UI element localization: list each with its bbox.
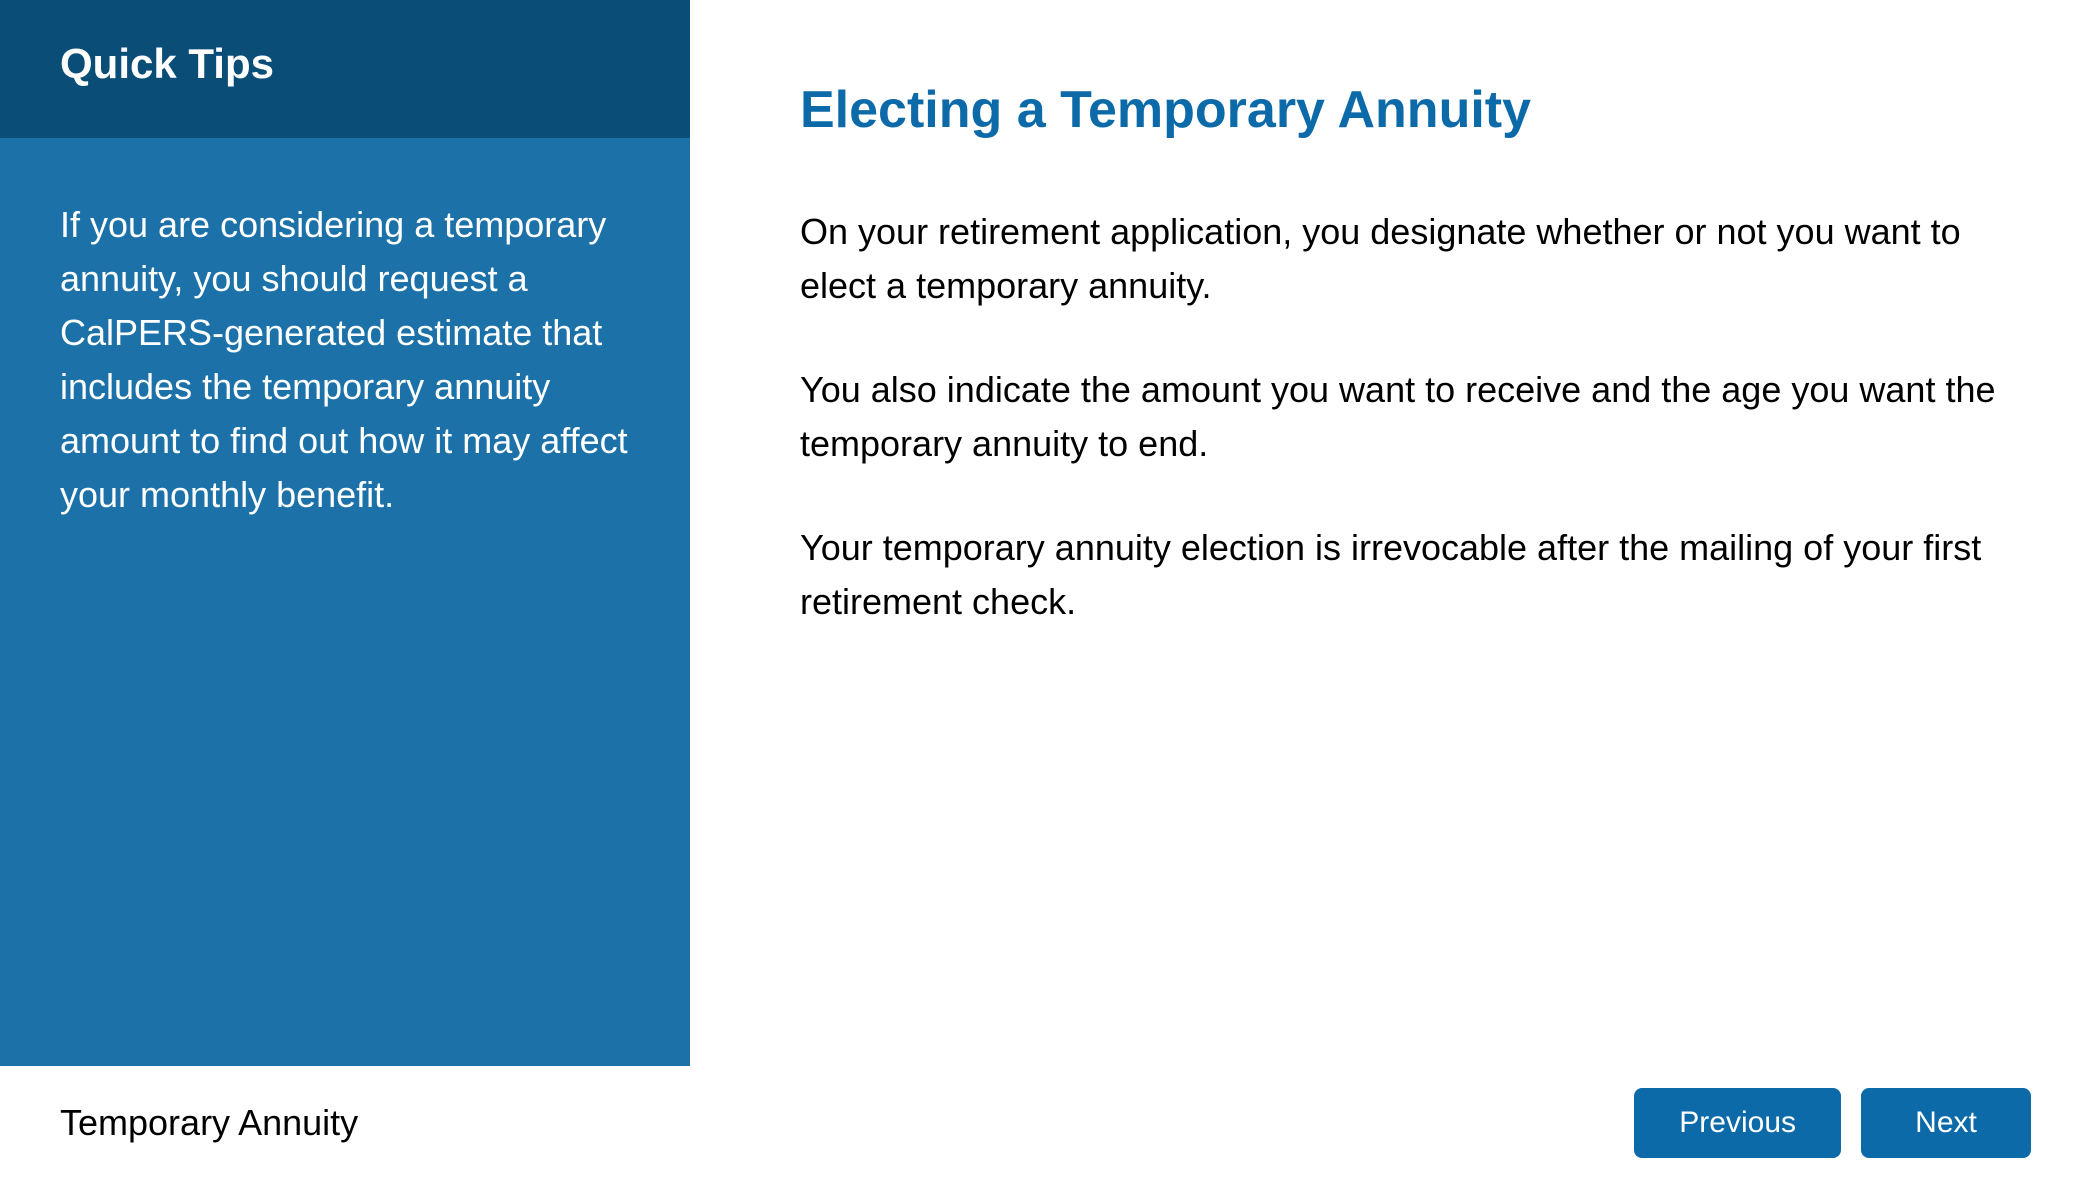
- main-content: Electing a Temporary Annuity On your ret…: [690, 0, 2091, 1066]
- sidebar-header: Quick Tips: [0, 0, 690, 138]
- page-title: Electing a Temporary Annuity: [800, 80, 2021, 140]
- sidebar-tip-text: If you are considering a temporary annui…: [60, 198, 630, 522]
- content-container: Quick Tips If you are considering a temp…: [0, 0, 2091, 1066]
- footer-bar: Temporary Annuity Previous Next: [0, 1066, 2091, 1179]
- sidebar-body: If you are considering a temporary annui…: [0, 138, 690, 1066]
- main-paragraph: You also indicate the amount you want to…: [800, 363, 2021, 471]
- footer-nav-buttons: Previous Next: [1634, 1088, 2031, 1158]
- main-paragraph: On your retirement application, you desi…: [800, 205, 2021, 313]
- quick-tips-sidebar: Quick Tips If you are considering a temp…: [0, 0, 690, 1066]
- sidebar-title: Quick Tips: [60, 40, 630, 88]
- footer-section-label: Temporary Annuity: [60, 1102, 358, 1144]
- next-button[interactable]: Next: [1861, 1088, 2031, 1158]
- main-paragraph: Your temporary annuity election is irrev…: [800, 521, 2021, 629]
- previous-button[interactable]: Previous: [1634, 1088, 1841, 1158]
